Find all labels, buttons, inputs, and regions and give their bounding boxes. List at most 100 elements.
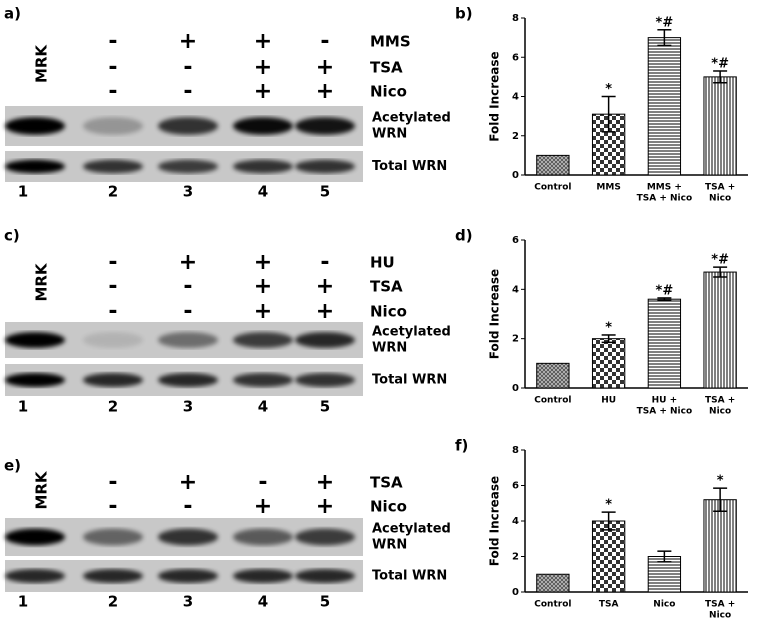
lane-number: 4 — [258, 183, 268, 201]
lane-number: 4 — [258, 398, 268, 416]
y-tick-label: 0 — [512, 170, 519, 181]
band — [5, 568, 65, 584]
lane-number: 3 — [183, 183, 193, 201]
band — [158, 117, 218, 135]
band — [158, 332, 218, 348]
condition-sign: + — [254, 79, 272, 104]
significance: *# — [711, 56, 729, 71]
band — [233, 332, 293, 348]
error-bar — [657, 550, 672, 563]
blot-label: WRN — [372, 538, 407, 553]
band — [295, 117, 355, 135]
x-tick-label: Nico — [709, 611, 731, 621]
condition-sign: + — [179, 29, 197, 54]
panel-label: b) — [455, 5, 473, 23]
error-bar — [657, 29, 672, 47]
bar — [647, 37, 682, 176]
panel-label: d) — [455, 227, 473, 245]
bar — [536, 573, 570, 593]
condition-sign: + — [254, 55, 272, 80]
x-tick-label: TSA + Nico — [637, 194, 693, 204]
lane-number: 5 — [320, 593, 330, 611]
lane-number: 3 — [183, 593, 193, 611]
condition-sign: + — [316, 470, 334, 495]
blot-label: Total WRN — [372, 159, 447, 174]
lane-number: 1 — [18, 398, 28, 416]
condition-sign: + — [316, 274, 334, 299]
y-tick-label: 4 — [512, 516, 519, 527]
condition-name: HU — [370, 254, 395, 272]
condition-sign: + — [179, 470, 197, 495]
condition-name: Nico — [370, 83, 407, 101]
condition-sign: + — [254, 274, 272, 299]
panel-label: e) — [4, 457, 21, 475]
error-bar — [601, 511, 616, 531]
condition-sign: - — [183, 55, 192, 80]
band — [158, 159, 218, 174]
band — [295, 372, 355, 388]
band — [83, 568, 143, 584]
lane-number: 1 — [18, 593, 28, 611]
error-bar — [601, 95, 616, 133]
error-bar — [657, 297, 672, 302]
lane-number: 5 — [320, 183, 330, 201]
band — [5, 159, 65, 174]
y-tick-label: 0 — [512, 383, 519, 394]
y-axis-title: Fold Increase — [488, 269, 502, 359]
band — [233, 159, 293, 174]
x-tick-label: Control — [534, 183, 571, 193]
error-bar — [713, 70, 728, 84]
panel-label: a) — [4, 5, 21, 23]
bar — [536, 154, 570, 176]
x-tick-label: TSA + — [705, 600, 735, 610]
panel-label: c) — [4, 227, 20, 245]
significance: * — [605, 82, 612, 97]
condition-sign: + — [316, 494, 334, 519]
band — [158, 568, 218, 584]
condition-name: Nico — [370, 498, 407, 516]
marker-label: MRK — [33, 44, 51, 83]
condition-sign: - — [108, 299, 117, 324]
y-axis-title: Fold Increase — [488, 476, 502, 566]
condition-sign: - — [108, 274, 117, 299]
blot-label: Total WRN — [372, 569, 447, 584]
condition-sign: + — [254, 29, 272, 54]
lane-number: 2 — [108, 593, 118, 611]
lane-number: 4 — [258, 593, 268, 611]
condition-sign: - — [108, 29, 117, 54]
blot-label: Acetylated — [372, 325, 451, 340]
significance: * — [605, 498, 612, 513]
significance: * — [717, 474, 724, 489]
y-tick-label: 6 — [512, 52, 519, 63]
blot-label: Acetylated — [372, 111, 451, 126]
condition-sign: - — [320, 29, 329, 54]
condition-name: MMS — [370, 33, 411, 51]
x-tick-label: Control — [534, 600, 571, 610]
x-tick-label: TSA + — [705, 396, 735, 406]
blot-label: WRN — [372, 341, 407, 356]
error-bar — [713, 487, 728, 512]
band — [295, 159, 355, 174]
y-tick-label: 8 — [512, 445, 519, 456]
bar — [703, 76, 737, 176]
significance: * — [605, 320, 612, 335]
condition-name: Nico — [370, 303, 407, 321]
band — [295, 332, 355, 348]
band — [83, 528, 143, 546]
blot-label: WRN — [372, 127, 407, 142]
condition-sign: + — [316, 55, 334, 80]
y-tick-label: 4 — [512, 92, 519, 103]
lane-number: 2 — [108, 183, 118, 201]
band — [5, 528, 65, 546]
lane-number: 5 — [320, 398, 330, 416]
condition-sign: + — [316, 79, 334, 104]
bar — [703, 271, 737, 389]
bar — [703, 499, 737, 593]
condition-sign: - — [320, 250, 329, 275]
condition-sign: - — [183, 274, 192, 299]
band — [5, 332, 65, 348]
x-tick-label: TSA + Nico — [637, 407, 693, 417]
band — [233, 372, 293, 388]
lane-number: 1 — [18, 183, 28, 201]
condition-sign: + — [254, 494, 272, 519]
